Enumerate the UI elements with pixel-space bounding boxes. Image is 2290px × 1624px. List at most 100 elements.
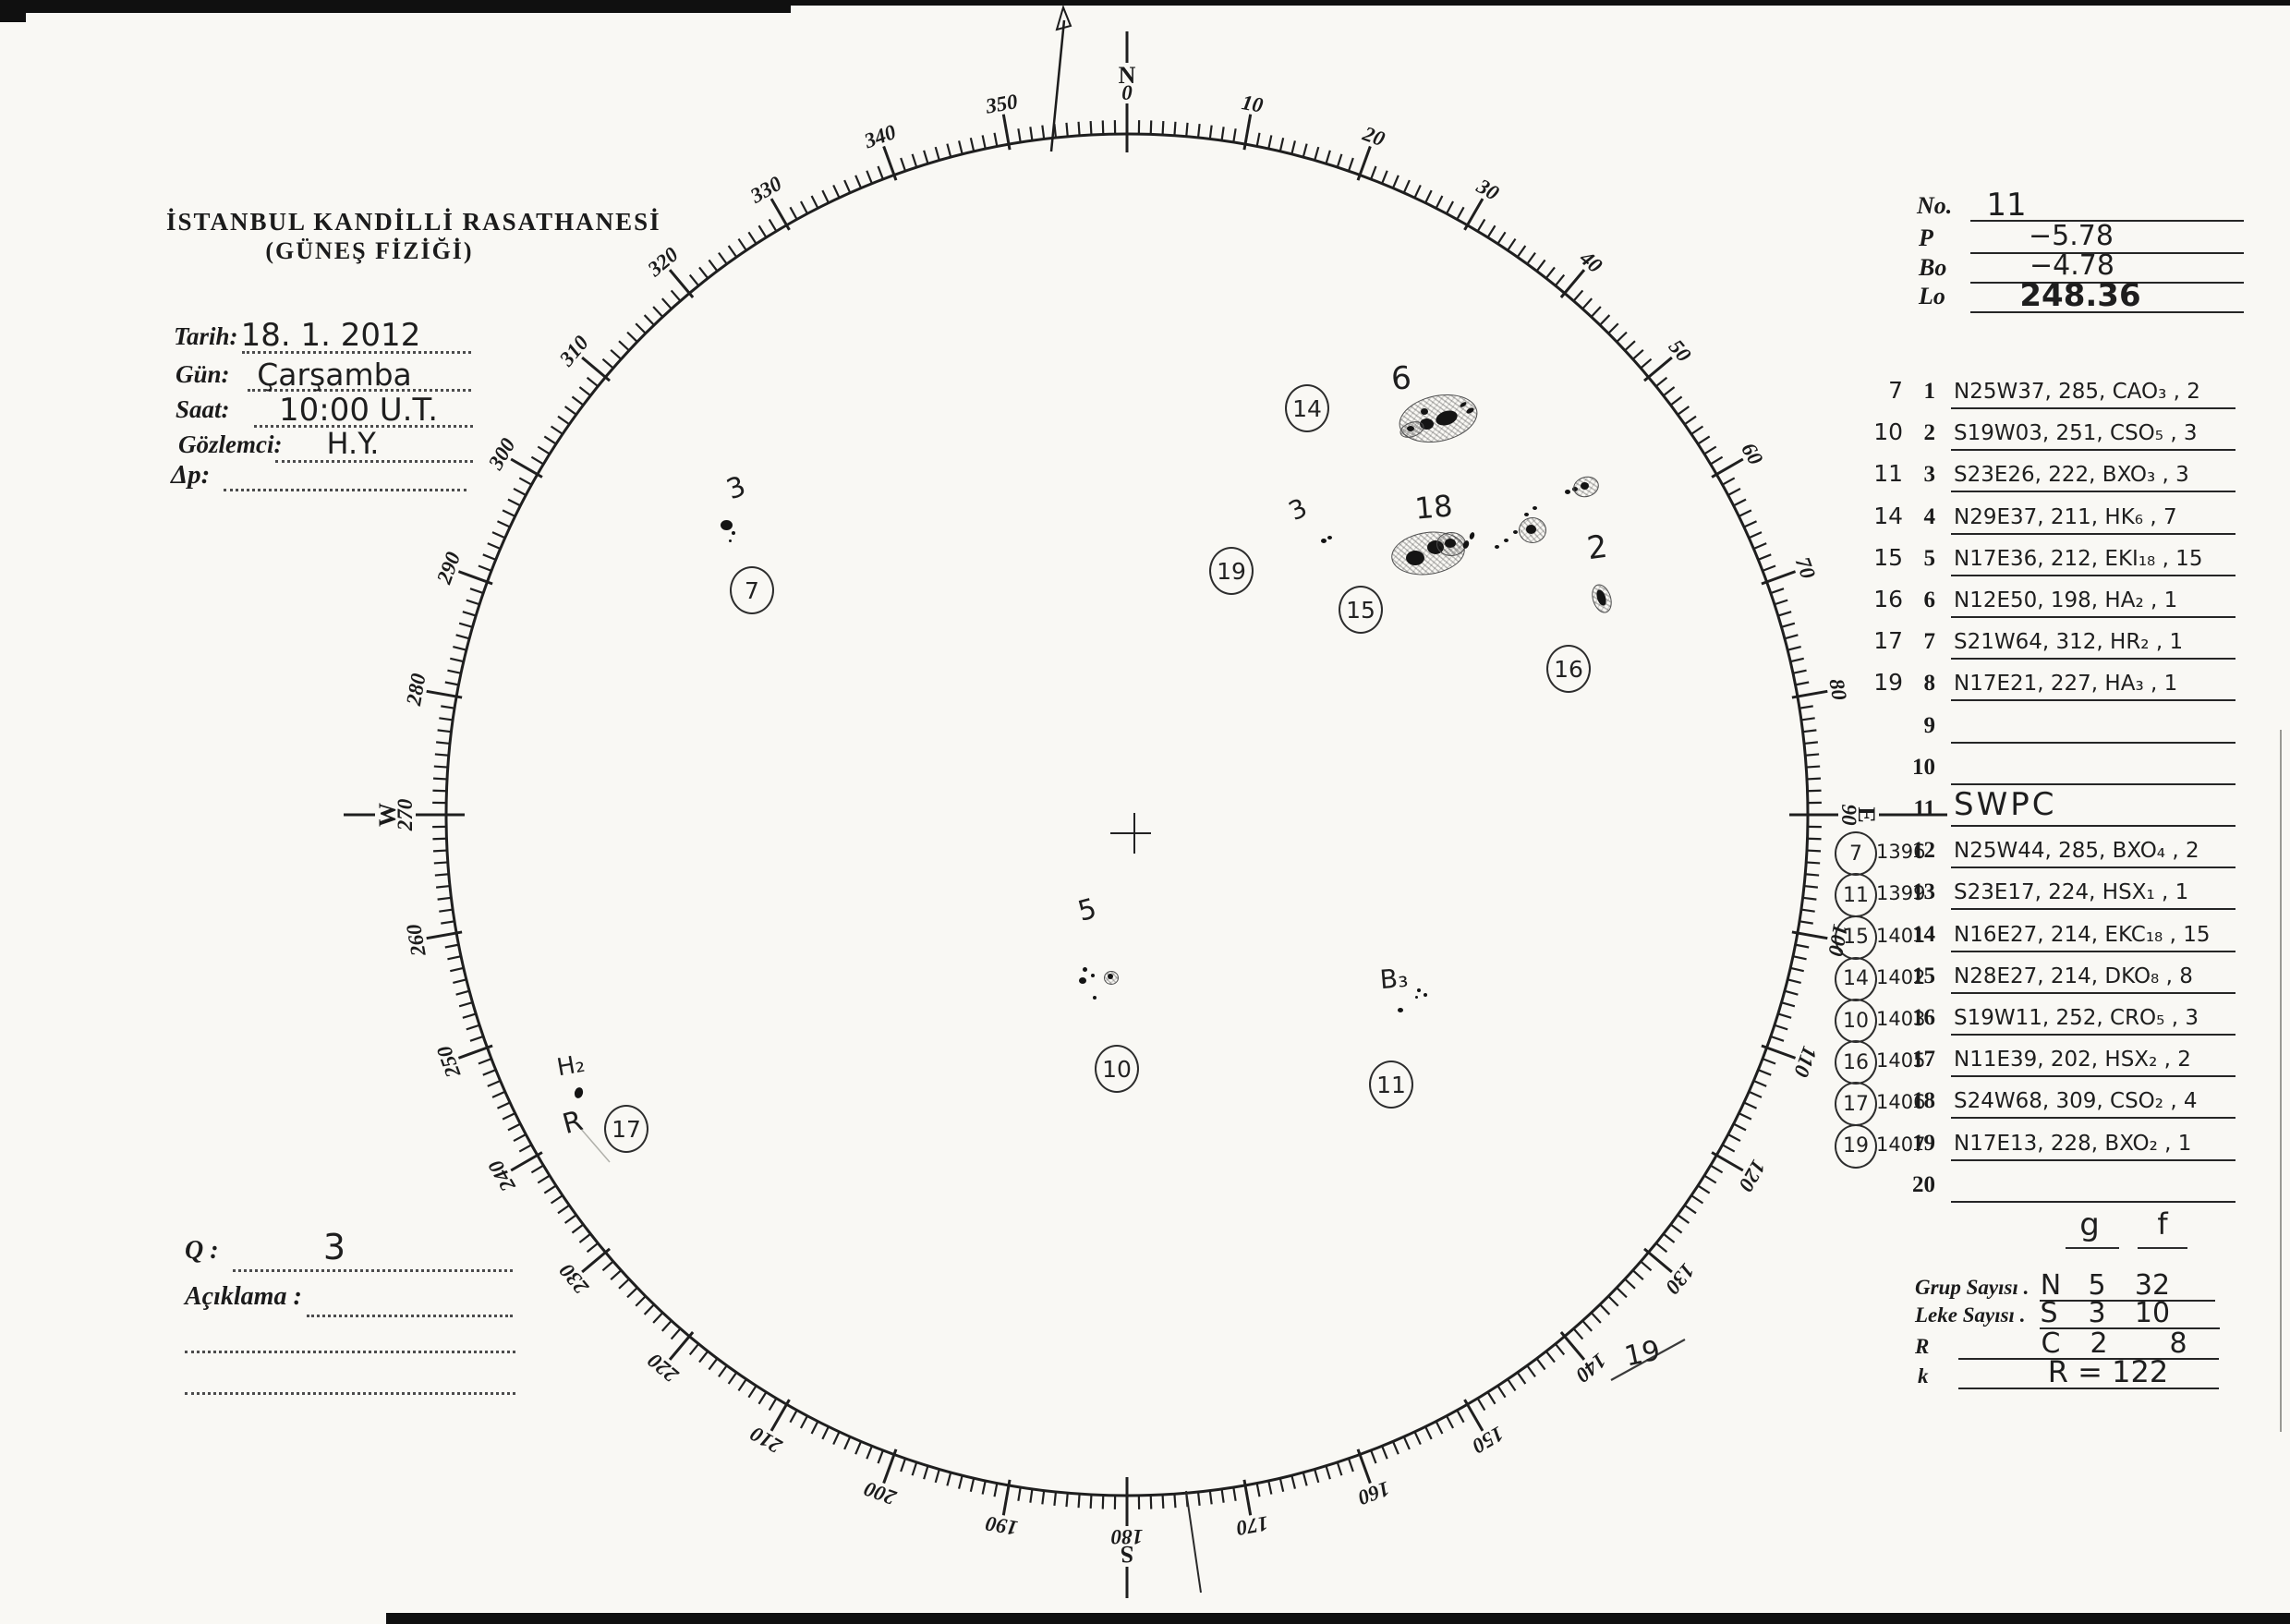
groups-row-number: 14	[1912, 921, 1935, 947]
summary-line-k[interactable]	[1958, 1388, 2219, 1389]
groups-row-line[interactable]	[1951, 782, 2235, 785]
degree-tick-minor	[626, 331, 638, 343]
field-line-gun[interactable]	[248, 389, 471, 392]
groups-row-line[interactable]	[1951, 1034, 2235, 1036]
sunspot-umbra	[1398, 1007, 1403, 1012]
degree-tick-minor	[610, 1269, 623, 1281]
field-line-saat[interactable]	[254, 425, 473, 428]
groups-row-line[interactable]	[1951, 658, 2235, 661]
field-label-dp: Δp:	[171, 460, 211, 490]
degree-tick-minor	[571, 1223, 585, 1234]
degree-tick-minor	[453, 646, 467, 651]
degree-tick-minor	[1807, 789, 1822, 793]
degree-tick-minor	[433, 765, 448, 769]
degree-tick-minor	[450, 657, 465, 663]
groups-row-number: 7	[1923, 629, 1936, 655]
sunspot-umbra	[1417, 988, 1421, 992]
field-line-tarih[interactable]	[242, 351, 471, 354]
degree-tick-minor	[1381, 1445, 1388, 1460]
degree-tick-minor	[487, 542, 502, 551]
degree-tick-minor	[1053, 1491, 1058, 1506]
degree-tick-minor	[1581, 297, 1593, 310]
groups-row-line[interactable]	[1951, 699, 2235, 702]
groups-row-line[interactable]	[1951, 616, 2235, 618]
groups-row-line[interactable]	[1951, 1117, 2235, 1120]
groups-row-noaa-number: 1399	[1876, 882, 1926, 905]
degree-tick-major	[1242, 1479, 1253, 1516]
notes-line-3[interactable]	[185, 1392, 515, 1395]
groups-row-entry: N28E27, 214, DKO₈ , 8	[1954, 963, 2193, 988]
degree-tick-minor	[1677, 406, 1690, 416]
groups-row-line[interactable]	[1951, 908, 2235, 911]
groups-row-line[interactable]	[1951, 1075, 2235, 1078]
eph-line-no[interactable]	[1970, 220, 2244, 222]
degree-tick-minor	[1752, 542, 1767, 551]
degree-tick-minor	[1800, 908, 1815, 913]
groups-row-noaa-number: 1396	[1876, 841, 1926, 864]
summary-label-k: k	[1918, 1364, 1929, 1388]
groups-row-number: 18	[1912, 1088, 1935, 1114]
degree-tick-minor	[747, 1385, 757, 1399]
groups-row-line[interactable]	[1951, 449, 2235, 452]
degree-tick-major	[510, 457, 543, 479]
degree-tick-minor	[1516, 1372, 1527, 1385]
groups-row-line[interactable]	[1951, 741, 2235, 744]
degree-tick-minor	[1669, 395, 1683, 406]
sunspot-umbra	[1503, 539, 1508, 542]
groups-row-line[interactable]	[1951, 574, 2235, 576]
summary-line-r[interactable]	[1958, 1358, 2219, 1360]
groups-row-line[interactable]	[1951, 407, 2235, 409]
groups-row-line[interactable]	[1951, 532, 2235, 535]
degree-tick-minor	[718, 1364, 728, 1378]
groups-row-line[interactable]	[1951, 991, 2235, 994]
degree-tick-minor	[1017, 1486, 1022, 1501]
groups-row-number: 20	[1912, 1171, 1935, 1197]
summary-value: 3	[2088, 1297, 2106, 1329]
groups-row-noaa-number: 1405	[1876, 1049, 1926, 1073]
degree-tick-minor	[946, 143, 952, 158]
groups-row-line[interactable]	[1951, 1200, 2235, 1203]
notes-line-1[interactable]	[307, 1315, 513, 1317]
groups-row-line[interactable]	[1951, 491, 2235, 493]
sunspot-umbra	[1091, 974, 1095, 977]
groups-row-line[interactable]	[1951, 950, 2235, 952]
eph-line-lo[interactable]	[1970, 311, 2244, 313]
groups-row-line[interactable]	[1951, 867, 2235, 869]
degree-tick-minor	[652, 1312, 664, 1324]
degree-tick-major	[1761, 570, 1797, 586]
degree-tick-minor	[478, 1058, 492, 1065]
degree-tick-major	[1001, 114, 1012, 151]
degree-tick-major	[1711, 457, 1744, 479]
field-label-saat: Saat:	[176, 395, 230, 423]
degree-tick-minor	[1599, 1303, 1611, 1315]
summary-line-grup[interactable]	[2040, 1300, 2215, 1302]
degree-tick-minor	[1302, 1472, 1308, 1486]
field-line-gozlemci[interactable]	[275, 460, 473, 463]
degree-tick-minor	[441, 920, 455, 925]
sunspot-umbra	[1512, 530, 1518, 534]
degree-tick-minor	[1800, 717, 1815, 721]
groups-row-entry: N17E21, 227, HA₃ , 1	[1954, 672, 2178, 697]
eph-line-p[interactable]	[1970, 252, 2244, 254]
degree-tick-major	[769, 1399, 791, 1432]
degree-tick-minor	[1663, 1232, 1676, 1243]
degree-label-80: 80	[1824, 677, 1851, 702]
degree-tick-minor	[1684, 1204, 1697, 1215]
summary-line-leke[interactable]	[2040, 1327, 2220, 1329]
notes-line-2[interactable]	[185, 1351, 515, 1353]
degree-tick-minor	[1196, 1491, 1201, 1506]
groups-row-line[interactable]	[1951, 1158, 2235, 1161]
sunspot-umbra	[1565, 489, 1570, 494]
field-line-dp[interactable]	[224, 489, 466, 491]
groups-row-line[interactable]	[1951, 825, 2235, 827]
eph-line-bo[interactable]	[1970, 282, 2244, 284]
notes-label: Açıklama :	[185, 1282, 302, 1311]
degree-tick-minor	[768, 1398, 778, 1412]
degree-tick-minor	[1752, 1079, 1767, 1087]
degree-tick-minor	[958, 1474, 963, 1489]
degree-tick-minor	[478, 564, 492, 572]
quality-line[interactable]	[233, 1269, 513, 1272]
degree-tick-major	[1559, 269, 1586, 298]
quality-value: 3	[322, 1227, 346, 1267]
